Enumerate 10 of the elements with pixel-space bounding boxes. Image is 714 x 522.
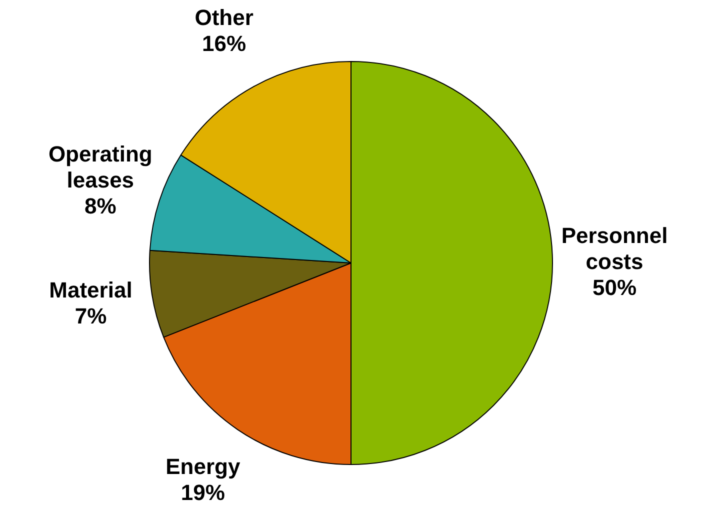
slice-label: Operating leases [48,142,152,193]
data-label: 50% [592,275,637,300]
slice-label: Personnel costs [561,223,668,274]
data-label: 16% [202,31,246,56]
slice-label: Material [49,277,132,302]
data-label: 8% [84,194,116,219]
data-label: 7% [74,303,107,328]
data-label: 19% [180,480,225,505]
slice-label: Other [194,5,254,30]
slice-label: Energy [166,454,241,479]
